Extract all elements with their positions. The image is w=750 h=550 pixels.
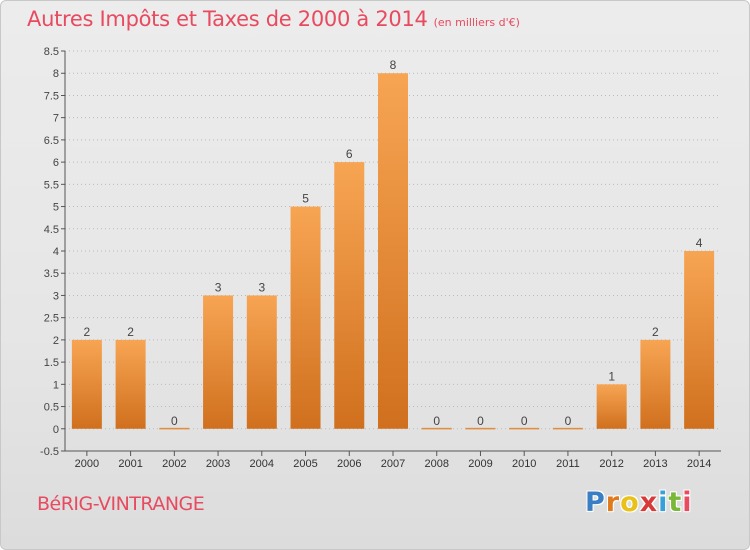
x-tick-label: 2005 [293, 458, 317, 470]
x-tick-label: 2000 [75, 458, 99, 470]
data-label: 2 [652, 325, 659, 339]
bar-2007 [378, 73, 408, 429]
x-tick-label: 2002 [162, 458, 186, 470]
x-tick-label: 2001 [118, 458, 142, 470]
y-tick-label: 0 [53, 424, 59, 436]
bar-2005 [290, 206, 321, 429]
y-tick-label: 2 [53, 335, 59, 347]
bar-2009 [465, 427, 496, 430]
logo-letter: r [605, 487, 621, 518]
x-tick-label: 2014 [687, 458, 711, 470]
bar-2010 [509, 427, 540, 430]
bar-2013 [640, 339, 671, 429]
bar-2006 [334, 162, 365, 429]
data-label: 0 [565, 414, 572, 428]
y-tick-label: 2.5 [44, 313, 59, 325]
bar-2008 [421, 427, 452, 430]
y-tick-label: 1.5 [44, 357, 59, 369]
logo-letter: P [585, 487, 606, 518]
proxiti-logo: Proxiti [585, 487, 693, 518]
x-tick-label: 2011 [556, 458, 580, 470]
x-tick-label: 2008 [424, 458, 448, 470]
y-tick-label: 1 [53, 379, 59, 391]
y-tick-label: 3.5 [44, 268, 59, 280]
bar-2000 [71, 339, 102, 429]
bar-2004 [246, 295, 277, 429]
logo-letter: i [658, 487, 669, 518]
x-tick-label: 2007 [381, 458, 405, 470]
data-label: 3 [215, 280, 222, 294]
data-label: 0 [171, 414, 178, 428]
data-label: 0 [477, 414, 484, 428]
data-label: 2 [84, 325, 91, 339]
bar-2012 [596, 384, 627, 429]
data-label: 0 [433, 414, 440, 428]
chart-subtitle: (en milliers d'€) [433, 16, 520, 29]
logo-letter: x [639, 487, 659, 518]
y-tick-label: 8 [53, 68, 59, 80]
x-tick-label: 2012 [599, 458, 623, 470]
x-tick-label: 2003 [206, 458, 230, 470]
bar-2003 [203, 295, 234, 429]
data-label: 5 [302, 192, 309, 206]
logo-letter: i [682, 487, 693, 518]
logo-letter: o [620, 487, 640, 518]
x-tick-label: 2009 [468, 458, 492, 470]
data-label: 1 [608, 369, 615, 383]
y-tick-label: -0.5 [40, 446, 59, 458]
bar-2011 [552, 427, 583, 430]
y-tick-label: 3 [53, 290, 59, 302]
bar-2014 [684, 251, 715, 429]
y-tick-label: 7.5 [44, 90, 59, 102]
x-tick-label: 2013 [643, 458, 667, 470]
y-tick-label: 8.5 [44, 46, 59, 58]
x-tick-label: 2004 [250, 458, 274, 470]
data-label: 4 [696, 236, 703, 250]
y-tick-label: 5 [53, 202, 59, 214]
y-tick-label: 7 [53, 113, 59, 125]
y-tick-label: 4.5 [44, 224, 59, 236]
bar-2002 [159, 427, 190, 430]
data-label: 0 [521, 414, 528, 428]
y-tick-label: 5.5 [44, 179, 59, 191]
x-tick-label: 2010 [512, 458, 536, 470]
data-label: 6 [346, 147, 353, 161]
title-text: Autres Impôts et Taxes de 2000 à 2014 [27, 7, 428, 31]
y-tick-label: 0.5 [44, 402, 59, 414]
logo-letter: t [668, 487, 683, 518]
y-tick-label: 4 [53, 246, 59, 258]
bar-2001 [115, 339, 146, 429]
y-tick-label: 6 [53, 157, 59, 169]
chart-title: Autres Impôts et Taxes de 2000 à 2014 (en… [27, 7, 520, 31]
commune-name: BéRIG-VINTRANGE [37, 493, 205, 515]
x-tick-label: 2006 [337, 458, 361, 470]
data-label: 3 [258, 280, 265, 294]
y-tick-label: 6.5 [44, 135, 59, 147]
data-label: 2 [127, 325, 134, 339]
data-label: 8 [390, 58, 397, 72]
